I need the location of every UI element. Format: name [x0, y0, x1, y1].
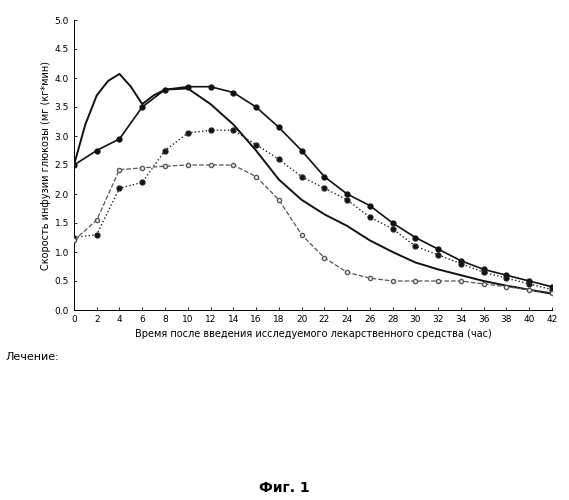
X-axis label: Время после введения исследуемого лекарственного средства (час): Время после введения исследуемого лекарс… [135, 330, 491, 340]
Text: Фиг. 1: Фиг. 1 [259, 482, 310, 496]
Text: Лечение:: Лечение: [6, 352, 59, 362]
Y-axis label: Скорость инфузии глюкозы (мг (кг*мин): Скорость инфузии глюкозы (мг (кг*мин) [40, 60, 51, 270]
